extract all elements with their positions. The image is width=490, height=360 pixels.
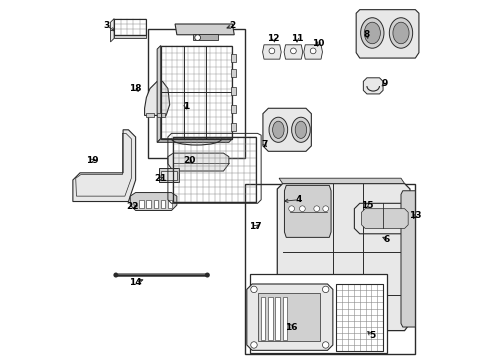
Text: 17: 17 [249,222,262,231]
Circle shape [299,206,305,212]
Bar [147,200,151,208]
Polygon shape [175,24,234,35]
Bar [193,34,218,40]
Ellipse shape [393,22,409,44]
Bar [231,69,236,77]
Circle shape [205,273,210,278]
Circle shape [310,48,316,54]
Bar [168,200,172,208]
Bar [269,297,272,339]
Bar [157,113,165,117]
Polygon shape [364,78,383,94]
Bar [231,54,236,62]
Polygon shape [362,209,408,228]
Ellipse shape [295,121,307,138]
Polygon shape [111,19,114,42]
Polygon shape [263,45,281,59]
Text: 1: 1 [183,102,189,111]
Bar [337,284,383,351]
Bar [161,200,165,208]
Text: 19: 19 [86,156,99,165]
Text: 11: 11 [291,34,303,43]
Bar [159,168,179,182]
Polygon shape [279,178,405,184]
Bar [161,45,232,139]
Polygon shape [130,193,177,211]
Polygon shape [263,108,311,151]
Ellipse shape [361,18,384,48]
Text: 16: 16 [285,323,298,332]
Text: 13: 13 [409,211,421,220]
Ellipse shape [272,121,284,138]
Bar [153,200,158,208]
Polygon shape [356,10,419,58]
Bar [114,19,147,35]
Bar [231,105,236,113]
Text: 22: 22 [126,202,138,211]
Bar [275,297,280,339]
Polygon shape [284,45,303,59]
Polygon shape [304,45,322,59]
Bar [250,274,387,353]
Circle shape [113,273,119,278]
Bar [258,293,320,341]
Ellipse shape [364,22,380,44]
Bar [173,137,256,202]
Text: 3: 3 [104,21,110,30]
Bar [283,297,287,339]
Circle shape [251,286,257,293]
Circle shape [269,48,275,54]
Text: 21: 21 [154,174,167,183]
Ellipse shape [292,117,310,142]
Circle shape [289,206,294,212]
Circle shape [322,342,329,348]
Bar [148,30,245,158]
Text: 5: 5 [369,332,375,341]
Polygon shape [168,153,229,171]
Polygon shape [157,45,161,142]
Circle shape [291,48,296,54]
Text: 14: 14 [129,278,142,287]
Bar [139,200,144,208]
Polygon shape [277,184,410,330]
Polygon shape [401,191,416,327]
Ellipse shape [269,117,288,142]
Polygon shape [73,130,136,202]
Text: 12: 12 [268,34,280,43]
Bar [261,297,266,339]
Bar [161,171,177,180]
Text: 9: 9 [382,79,388,88]
Text: 15: 15 [361,201,373,210]
Bar [231,87,236,95]
Text: 20: 20 [183,156,196,165]
Text: 7: 7 [262,140,268,149]
Text: 4: 4 [295,195,302,204]
Text: 10: 10 [312,39,325,48]
Circle shape [322,286,329,293]
Circle shape [251,342,257,348]
Text: 18: 18 [129,84,142,93]
Bar [245,184,416,354]
Text: 6: 6 [384,235,390,244]
Polygon shape [114,35,147,39]
Ellipse shape [390,18,413,48]
Polygon shape [157,139,232,142]
Polygon shape [285,185,331,237]
Bar [147,113,154,117]
Bar [231,123,236,131]
Circle shape [323,206,329,212]
Circle shape [314,206,319,212]
Text: 8: 8 [364,30,370,39]
Text: 2: 2 [229,21,236,30]
Polygon shape [145,81,170,116]
Polygon shape [247,284,333,350]
Polygon shape [354,203,412,234]
Circle shape [195,35,200,41]
